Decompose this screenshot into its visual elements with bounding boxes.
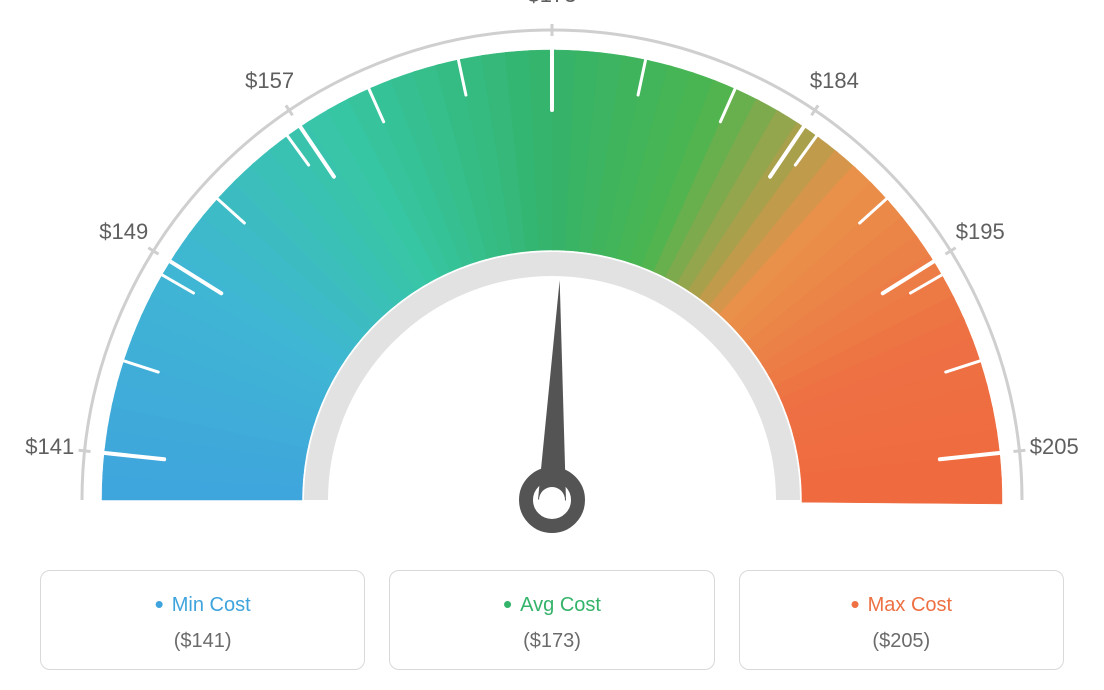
legend-card-min: Min Cost ($141) xyxy=(40,570,365,670)
legend-title-max: Max Cost xyxy=(750,589,1053,620)
legend-value-max: ($205) xyxy=(750,630,1053,653)
legend-card-avg: Avg Cost ($173) xyxy=(389,570,714,670)
gauge-tick-label: $173 xyxy=(528,0,577,8)
gauge-svg xyxy=(0,0,1104,560)
gauge-tick-label: $195 xyxy=(956,219,1005,245)
legend-title-avg: Avg Cost xyxy=(400,589,703,620)
gauge-tick-label: $184 xyxy=(810,68,859,94)
legend-value-avg: ($173) xyxy=(400,630,703,653)
gauge-chart-container: $141 $149 $157 $173 $184 $195 $205 Min Cost ($… xyxy=(0,0,1104,690)
gauge: $141 $149 $157 $173 $184 $195 $205 xyxy=(0,0,1104,560)
gauge-tick-label: $157 xyxy=(245,68,294,94)
gauge-tick-label: $141 xyxy=(25,434,74,460)
gauge-tick-label: $149 xyxy=(99,219,148,245)
gauge-tick-label: $205 xyxy=(1030,434,1079,460)
legend-value-min: ($141) xyxy=(51,630,354,653)
legend-title-min: Min Cost xyxy=(51,589,354,620)
legend-row: Min Cost ($141) Avg Cost ($173) Max Cost… xyxy=(40,570,1064,670)
legend-card-max: Max Cost ($205) xyxy=(739,570,1064,670)
